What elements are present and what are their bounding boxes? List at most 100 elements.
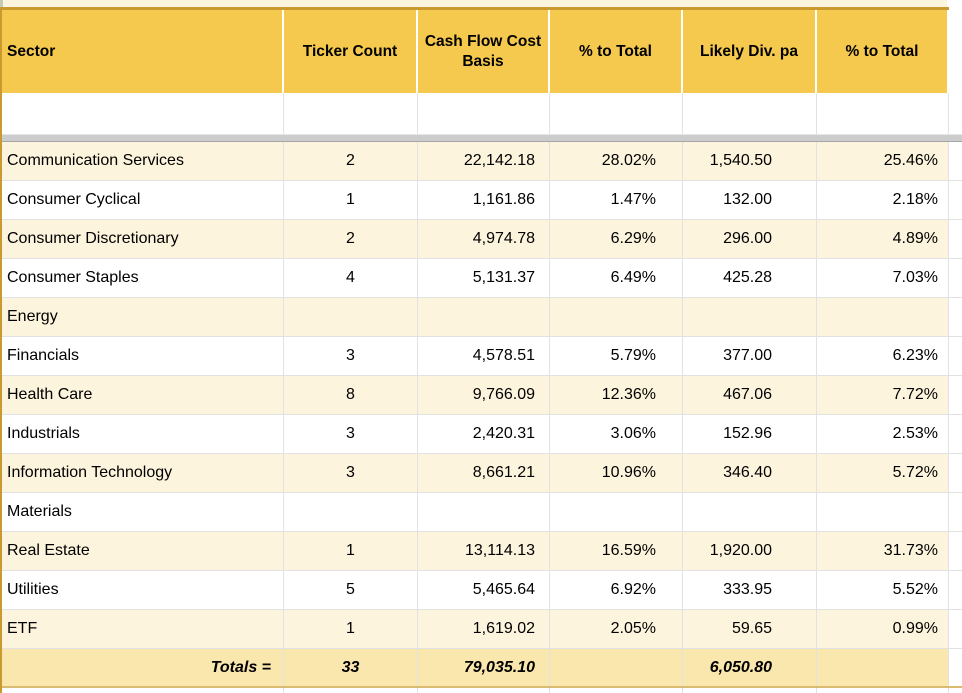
cell-likely-div-pa[interactable]: 132.00 [683, 181, 817, 219]
cell-cost-basis[interactable] [418, 493, 550, 531]
cell-pct-to-total-div[interactable]: 7.72% [817, 376, 949, 414]
cell-pct-to-total-cf[interactable]: 28.02% [550, 142, 683, 180]
totals-likely-div-cell[interactable]: 6,050.80 [683, 649, 817, 686]
cell-likely-div-pa[interactable]: 1,540.50 [683, 142, 817, 180]
cell-sector[interactable]: Energy [0, 298, 284, 336]
header-cell-cost-basis[interactable]: Cash Flow Cost Basis [418, 10, 550, 93]
cell-likely-div-pa[interactable] [683, 298, 817, 336]
header-cell-sector[interactable]: Sector [0, 10, 284, 93]
cell-next-column[interactable] [949, 298, 962, 336]
cell-likely-div-pa[interactable]: 333.95 [683, 571, 817, 609]
cell-next-column[interactable] [949, 610, 962, 648]
cell-sector[interactable]: Health Care [0, 376, 284, 414]
blank-cell[interactable] [284, 93, 418, 134]
cell-pct-to-total-cf[interactable]: 12.36% [550, 376, 683, 414]
cell-cost-basis[interactable] [418, 298, 550, 336]
cell-sector[interactable]: Industrials [0, 415, 284, 453]
cell-pct-to-total-div[interactable]: 31.73% [817, 532, 949, 570]
cell-next-column[interactable] [949, 337, 962, 375]
cell-pct-to-total-cf[interactable]: 5.79% [550, 337, 683, 375]
cell-likely-div-pa[interactable]: 346.40 [683, 454, 817, 492]
cell-pct-to-total-cf[interactable]: 6.29% [550, 220, 683, 258]
blank-cell[interactable] [683, 93, 817, 134]
cell-cost-basis[interactable]: 1,161.86 [418, 181, 550, 219]
cell-pct-to-total-div[interactable] [817, 298, 949, 336]
cell-pct-to-total-cf[interactable]: 6.92% [550, 571, 683, 609]
cell-pct-to-total-cf[interactable]: 6.49% [550, 259, 683, 297]
totals-ticker-count-cell[interactable]: 33 [284, 649, 418, 686]
cell-pct-to-total-div[interactable] [817, 493, 949, 531]
cell-ticker-count[interactable]: 2 [284, 142, 418, 180]
header-cell-ticker-count[interactable]: Ticker Count [284, 10, 418, 93]
cell-likely-div-pa[interactable]: 152.96 [683, 415, 817, 453]
cell-sector[interactable]: Information Technology [0, 454, 284, 492]
cell-next-column[interactable] [949, 376, 962, 414]
header-cell-pct-to-total-cf[interactable]: % to Total [550, 10, 683, 93]
cell-sector[interactable]: Consumer Cyclical [0, 181, 284, 219]
blank-cell[interactable] [550, 93, 683, 134]
cell-likely-div-pa[interactable]: 1,920.00 [683, 532, 817, 570]
cell-cost-basis[interactable]: 13,114.13 [418, 532, 550, 570]
cell-sector[interactable]: Utilities [0, 571, 284, 609]
header-cell-pct-to-total-div[interactable]: % to Total [817, 10, 949, 93]
cell-next-column[interactable] [949, 181, 962, 219]
cell-pct-to-total-cf[interactable]: 2.05% [550, 610, 683, 648]
cell-pct-to-total-cf[interactable]: 3.06% [550, 415, 683, 453]
cell-pct-to-total-div[interactable]: 4.89% [817, 220, 949, 258]
totals-label-cell[interactable]: Totals = [0, 649, 284, 686]
cell-cost-basis[interactable]: 4,974.78 [418, 220, 550, 258]
totals-pct-cf-cell[interactable] [550, 649, 683, 686]
cell-ticker-count[interactable]: 1 [284, 610, 418, 648]
cell-next-column[interactable] [949, 493, 962, 531]
header-cell-next-column[interactable] [949, 10, 962, 93]
cell-likely-div-pa[interactable]: 59.65 [683, 610, 817, 648]
cell-likely-div-pa[interactable]: 467.06 [683, 376, 817, 414]
cell-ticker-count[interactable]: 1 [284, 532, 418, 570]
cell-likely-div-pa[interactable]: 425.28 [683, 259, 817, 297]
cell-ticker-count[interactable]: 2 [284, 220, 418, 258]
cell-pct-to-total-cf[interactable] [550, 298, 683, 336]
cell-next-column[interactable] [949, 415, 962, 453]
cell-likely-div-pa[interactable]: 377.00 [683, 337, 817, 375]
cell-cost-basis[interactable]: 22,142.18 [418, 142, 550, 180]
cell-ticker-count[interactable] [284, 493, 418, 531]
cell-cost-basis[interactable]: 9,766.09 [418, 376, 550, 414]
cell-ticker-count[interactable]: 3 [284, 337, 418, 375]
cell-sector[interactable]: ETF [0, 610, 284, 648]
header-cell-likely-div-pa[interactable]: Likely Div. pa [683, 10, 817, 93]
frozen-row-divider[interactable] [0, 134, 962, 142]
totals-pct-div-cell[interactable] [817, 649, 949, 686]
cell-ticker-count[interactable]: 8 [284, 376, 418, 414]
cell-next-column[interactable] [949, 142, 962, 180]
cell-sector[interactable]: Materials [0, 493, 284, 531]
cell-sector[interactable]: Real Estate [0, 532, 284, 570]
cell-next-column[interactable] [949, 532, 962, 570]
cell-next-column[interactable] [949, 220, 962, 258]
blank-cell[interactable] [949, 93, 962, 134]
cell-ticker-count[interactable]: 1 [284, 181, 418, 219]
cell-ticker-count[interactable]: 5 [284, 571, 418, 609]
cell-pct-to-total-div[interactable]: 2.53% [817, 415, 949, 453]
cell-sector[interactable]: Consumer Discretionary [0, 220, 284, 258]
blank-cell[interactable] [817, 93, 949, 134]
cell-pct-to-total-div[interactable]: 0.99% [817, 610, 949, 648]
cell-pct-to-total-div[interactable]: 25.46% [817, 142, 949, 180]
cell-likely-div-pa[interactable]: 296.00 [683, 220, 817, 258]
cell-cost-basis[interactable]: 1,619.02 [418, 610, 550, 648]
cell-pct-to-total-cf[interactable] [550, 493, 683, 531]
cell-pct-to-total-div[interactable]: 5.52% [817, 571, 949, 609]
cell-pct-to-total-div[interactable]: 7.03% [817, 259, 949, 297]
cell-pct-to-total-cf[interactable]: 10.96% [550, 454, 683, 492]
cell-ticker-count[interactable]: 3 [284, 415, 418, 453]
cell-sector[interactable]: Consumer Staples [0, 259, 284, 297]
cell-cost-basis[interactable]: 5,131.37 [418, 259, 550, 297]
cell-cost-basis[interactable]: 8,661.21 [418, 454, 550, 492]
blank-cell[interactable] [0, 93, 284, 134]
totals-cost-basis-cell[interactable]: 79,035.10 [418, 649, 550, 686]
cell-ticker-count[interactable] [284, 298, 418, 336]
cell-cost-basis[interactable]: 4,578.51 [418, 337, 550, 375]
cell-next-column[interactable] [949, 454, 962, 492]
cell-ticker-count[interactable]: 4 [284, 259, 418, 297]
cell-pct-to-total-cf[interactable]: 16.59% [550, 532, 683, 570]
cell-pct-to-total-cf[interactable]: 1.47% [550, 181, 683, 219]
